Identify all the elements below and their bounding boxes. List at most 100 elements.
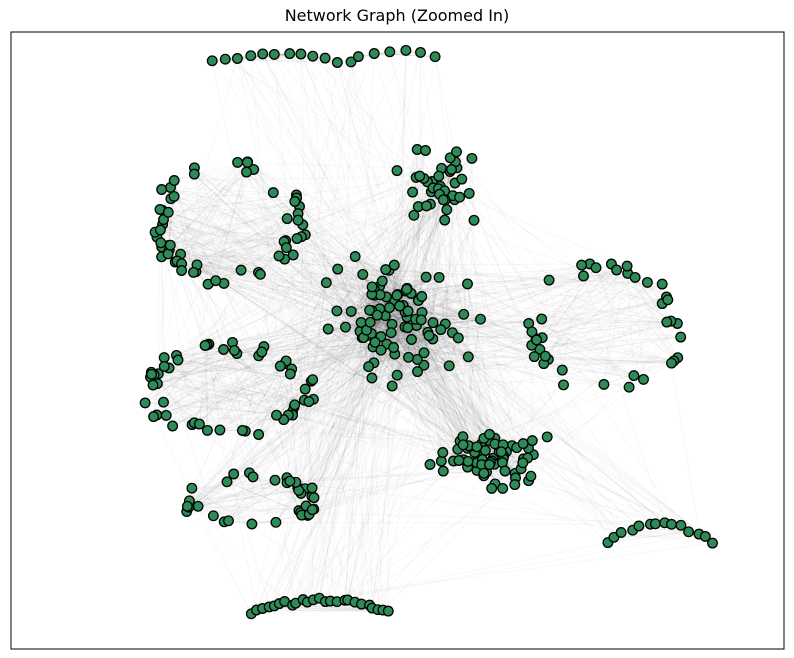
graph-node <box>462 351 474 363</box>
graph-node <box>531 334 543 346</box>
graph-node <box>154 224 166 236</box>
graph-node <box>371 309 383 321</box>
graph-node <box>675 519 687 531</box>
graph-node <box>246 518 258 530</box>
graph-node <box>556 364 568 376</box>
graph-node <box>416 291 428 302</box>
graph-node <box>280 242 292 254</box>
edge <box>672 363 700 534</box>
graph-node <box>641 276 653 288</box>
graph-node <box>517 457 529 469</box>
graph-node <box>391 165 403 177</box>
graph-node <box>380 264 392 276</box>
graph-node <box>402 305 414 317</box>
graph-node <box>281 213 293 225</box>
graph-node <box>638 373 649 385</box>
graph-node <box>388 259 400 271</box>
graph-node <box>235 264 247 276</box>
graph-node <box>391 289 403 301</box>
graph-node <box>214 424 226 436</box>
graph-node <box>656 278 668 290</box>
graph-node <box>299 383 311 395</box>
graph-node <box>391 369 403 381</box>
graph-node <box>525 470 537 482</box>
graph-node <box>364 316 376 328</box>
graph-node <box>231 53 243 64</box>
graph-node <box>188 168 200 180</box>
node-layer <box>139 44 718 620</box>
graph-node <box>598 378 610 390</box>
graph-node <box>267 187 279 199</box>
graph-node <box>158 396 169 408</box>
graph-node <box>408 209 420 221</box>
graph-node <box>307 374 319 386</box>
graph-node <box>699 530 711 542</box>
graph-node <box>423 330 435 342</box>
graph-node <box>707 537 718 549</box>
chart-title: Network Graph (Zoomed In) <box>284 6 510 25</box>
graph-node <box>241 166 252 178</box>
graph-node <box>232 156 244 168</box>
graph-node <box>291 233 303 245</box>
graph-node <box>526 435 538 447</box>
graph-node <box>662 294 674 306</box>
graph-node <box>148 411 160 423</box>
graph-node <box>462 278 473 290</box>
graph-node <box>366 281 378 293</box>
graph-node <box>452 332 464 344</box>
graph-node <box>386 380 398 392</box>
graph-node <box>578 270 589 282</box>
graph-node <box>541 431 553 443</box>
graph-node <box>331 305 343 317</box>
graph-node <box>364 304 376 316</box>
graph-node <box>661 316 673 328</box>
graph-node <box>478 467 490 479</box>
graph-node <box>257 48 269 60</box>
graph-node <box>162 248 174 260</box>
graph-node <box>383 302 395 314</box>
graph-node <box>340 321 351 333</box>
graph-node <box>495 446 507 458</box>
graph-node <box>437 194 449 206</box>
graph-node <box>218 344 230 355</box>
graph-node <box>446 164 457 175</box>
graph-node <box>497 482 509 494</box>
graph-node <box>623 381 635 393</box>
graph-node <box>385 327 397 339</box>
graph-node <box>223 515 234 527</box>
graph-node <box>558 379 569 391</box>
graph-node <box>363 361 375 373</box>
graph-node <box>228 468 240 480</box>
graph-node <box>649 518 661 530</box>
graph-node <box>273 250 285 262</box>
graph-node <box>199 340 211 351</box>
graph-node <box>576 259 588 271</box>
graph-node <box>414 170 426 182</box>
graph-node <box>369 336 381 348</box>
plot-frame <box>10 31 785 650</box>
graph-node <box>319 52 331 64</box>
graph-node <box>254 268 266 280</box>
graph-node <box>590 262 602 274</box>
graph-node <box>162 206 174 218</box>
graph-node <box>228 344 240 356</box>
graph-node <box>415 314 427 326</box>
graph-node <box>331 57 343 68</box>
graph-node <box>484 459 495 471</box>
graph-node <box>271 409 282 421</box>
graph-node <box>253 429 265 440</box>
graph-node <box>382 605 394 617</box>
graph-node <box>401 283 413 295</box>
graph-node <box>164 239 176 251</box>
graph-node <box>536 313 548 325</box>
graph-node <box>289 196 301 207</box>
graph-node <box>241 156 253 168</box>
graph-node <box>147 379 159 391</box>
graph-node <box>437 465 449 477</box>
graph-node <box>193 418 205 430</box>
graph-node <box>441 204 453 216</box>
edge <box>319 543 712 598</box>
graph-node <box>526 326 538 338</box>
graph-node <box>156 184 168 195</box>
edge <box>238 162 452 169</box>
